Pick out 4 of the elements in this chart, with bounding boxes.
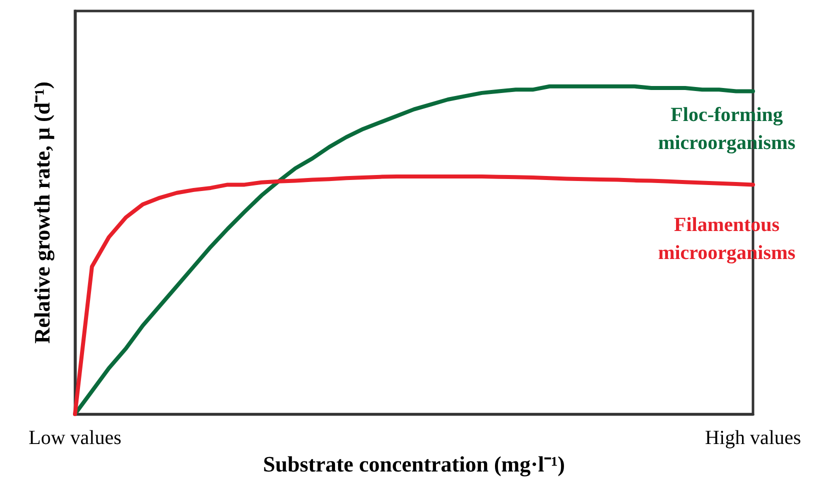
y-axis-title: Relative growth rate, μ (d⁻¹): [30, 81, 54, 344]
x-tick-label: High values: [704, 427, 802, 450]
x-tick-label: Low values: [28, 427, 122, 450]
x-axis-title: Substrate concentration (mg·l⁻¹): [262, 452, 566, 476]
